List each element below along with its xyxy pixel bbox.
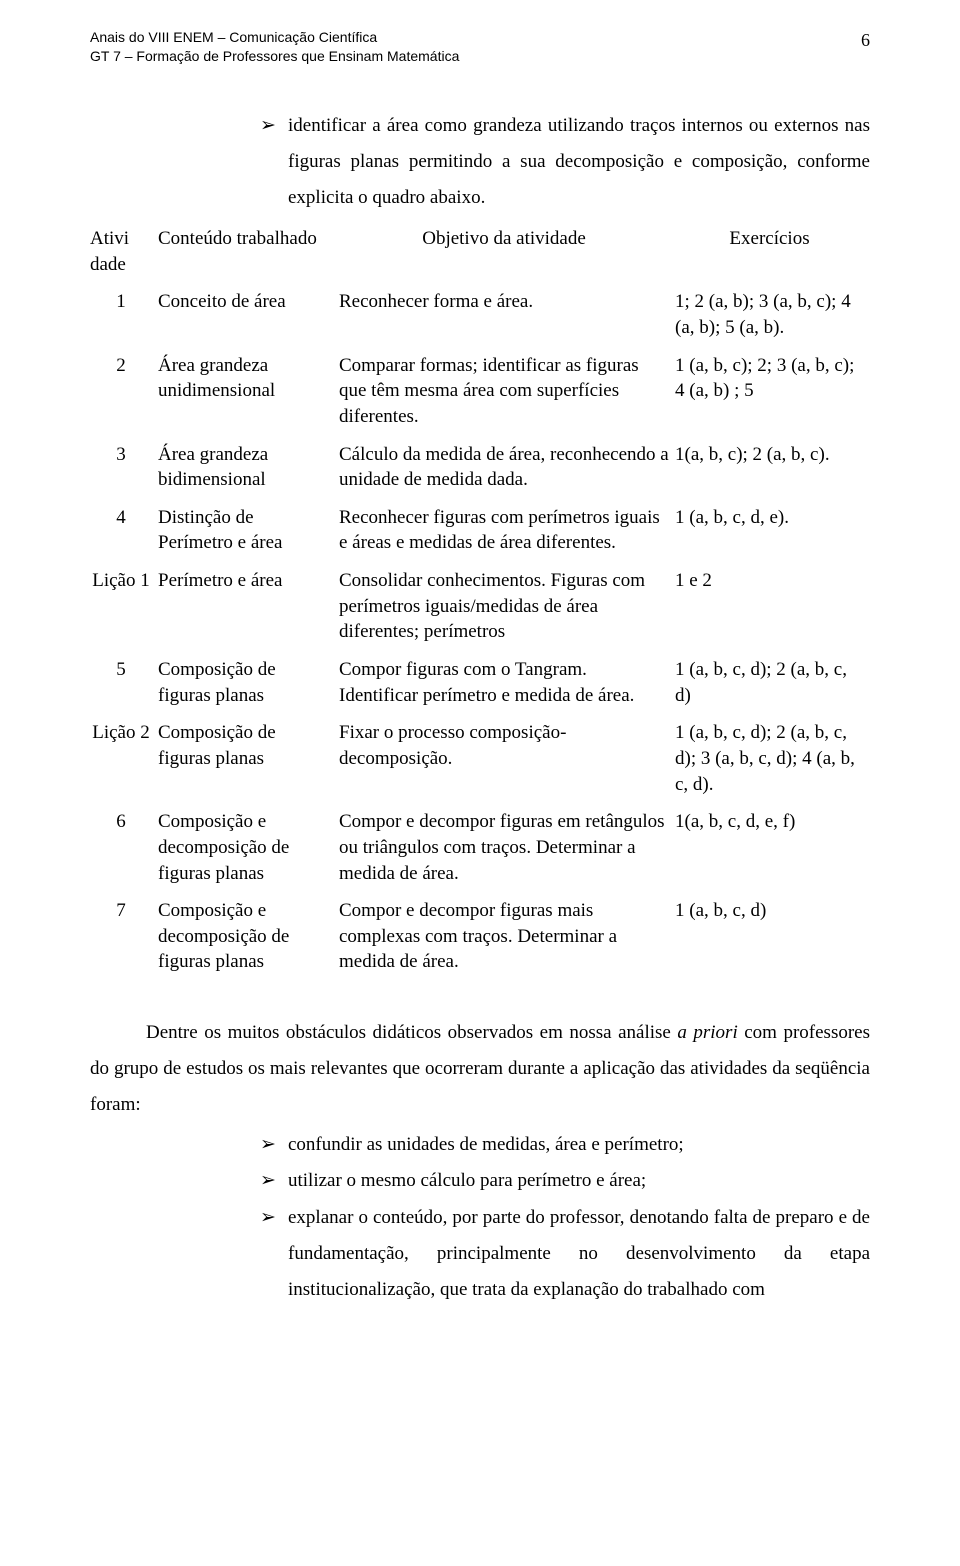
- cell-d: 1 (a, b, c); 2; 3 (a, b, c); 4 (a, b) ; …: [675, 351, 870, 440]
- cell-c: Reconhecer figuras com perímetros iguais…: [339, 503, 675, 566]
- cell-d: 1 (a, b, c, d): [675, 896, 870, 985]
- table-row: 5 Composição de figuras planas Compor fi…: [90, 655, 870, 718]
- cell-d: 1(a, b, c, d, e, f): [675, 807, 870, 896]
- lower-bullet-1-text: confundir as unidades de medidas, área e…: [288, 1127, 870, 1163]
- intro-bullet-block: ➢ identificar a área como grandeza utili…: [90, 108, 870, 216]
- cell-b: Composição e decomposição de figuras pla…: [158, 896, 339, 985]
- cell-b: Área grandeza bidimensional: [158, 440, 339, 503]
- lower-bullet-2: ➢ utilizar o mesmo cálculo para perímetr…: [260, 1163, 870, 1199]
- cell-c: Reconhecer forma e área.: [339, 287, 675, 350]
- page-number: 6: [830, 28, 870, 52]
- cell-a: Lição 2: [90, 718, 158, 807]
- cell-c: Fixar o processo composição-decomposição…: [339, 718, 675, 807]
- cell-a: 7: [90, 896, 158, 985]
- cell-a: 4: [90, 503, 158, 566]
- cell-b: Área grandeza unidimensional: [158, 351, 339, 440]
- header-line-1: Anais do VIII ENEM – Comunicação Científ…: [90, 28, 830, 47]
- cell-c: Consolidar conhecimentos. Figuras com pe…: [339, 566, 675, 655]
- th-conteudo: Conteúdo trabalhado: [158, 224, 339, 287]
- table-header-row: Ativi dade Conteúdo trabalhado Objetivo …: [90, 224, 870, 287]
- after-p1b-italic: a priori: [677, 1022, 737, 1043]
- th-objetivo: Objetivo da atividade: [339, 224, 675, 287]
- cell-a: Lição 1: [90, 566, 158, 655]
- cell-a: 2: [90, 351, 158, 440]
- arrow-icon: ➢: [260, 108, 288, 216]
- lower-bullet-1: ➢ confundir as unidades de medidas, área…: [260, 1127, 870, 1163]
- table-row: Lição 1 Perímetro e área Consolidar conh…: [90, 566, 870, 655]
- table-row: 3 Área grandeza bidimensional Cálculo da…: [90, 440, 870, 503]
- after-p1a: Dentre os muitos obstáculos didáticos ob…: [146, 1022, 677, 1043]
- cell-a: 3: [90, 440, 158, 503]
- after-paragraph-block: Dentre os muitos obstáculos didáticos ob…: [90, 1015, 870, 1123]
- cell-a: 1: [90, 287, 158, 350]
- cell-b: Composição de figuras planas: [158, 655, 339, 718]
- cell-d: 1(a, b, c); 2 (a, b, c).: [675, 440, 870, 503]
- cell-c: Cálculo da medida de área, reconhecendo …: [339, 440, 675, 503]
- cell-d: 1; 2 (a, b); 3 (a, b, c); 4 (a, b); 5 (a…: [675, 287, 870, 350]
- th-atividade: Ativi dade: [90, 224, 158, 287]
- page: Anais do VIII ENEM – Comunicação Científ…: [0, 0, 960, 1566]
- table-row: 4 Distinção de Perímetro e área Reconhec…: [90, 503, 870, 566]
- cell-d: 1 (a, b, c, d); 2 (a, b, c, d); 3 (a, b,…: [675, 718, 870, 807]
- cell-d: 1 (a, b, c, d, e).: [675, 503, 870, 566]
- header-line-2: GT 7 – Formação de Professores que Ensin…: [90, 47, 830, 66]
- cell-d: 1 e 2: [675, 566, 870, 655]
- table-row: 6 Composição e decomposição de figuras p…: [90, 807, 870, 896]
- cell-c: Compor e decompor figuras em retângulos …: [339, 807, 675, 896]
- arrow-icon: ➢: [260, 1200, 288, 1308]
- lower-bullets: ➢ confundir as unidades de medidas, área…: [90, 1127, 870, 1307]
- table-row: 7 Composição e decomposição de figuras p…: [90, 896, 870, 985]
- running-header-left: Anais do VIII ENEM – Comunicação Científ…: [90, 28, 830, 66]
- table-row: 2 Área grandeza unidimensional Comparar …: [90, 351, 870, 440]
- cell-c: Compor e decompor figuras mais complexas…: [339, 896, 675, 985]
- lower-bullet-2-text: utilizar o mesmo cálculo para perímetro …: [288, 1163, 870, 1199]
- table-row: 1 Conceito de área Reconhecer forma e ár…: [90, 287, 870, 350]
- cell-c: Compor figuras com o Tangram. Identifica…: [339, 655, 675, 718]
- activities-table: Ativi dade Conteúdo trabalhado Objetivo …: [90, 224, 870, 985]
- cell-b: Composição de figuras planas: [158, 718, 339, 807]
- intro-bullet-text: identificar a área como grandeza utiliza…: [288, 108, 870, 216]
- cell-d: 1 (a, b, c, d); 2 (a, b, c, d): [675, 655, 870, 718]
- cell-a: 6: [90, 807, 158, 896]
- cell-a: 5: [90, 655, 158, 718]
- th-exercicios: Exercícios: [675, 224, 870, 287]
- cell-b: Composição e decomposição de figuras pla…: [158, 807, 339, 896]
- lower-bullet-3: ➢ explanar o conteúdo, por parte do prof…: [260, 1200, 870, 1308]
- after-paragraph: Dentre os muitos obstáculos didáticos ob…: [90, 1015, 870, 1123]
- intro-bullet: ➢ identificar a área como grandeza utili…: [260, 108, 870, 216]
- table-row: Lição 2 Composição de figuras planas Fix…: [90, 718, 870, 807]
- cell-b: Distinção de Perímetro e área: [158, 503, 339, 566]
- cell-c: Comparar formas; identificar as figuras …: [339, 351, 675, 440]
- arrow-icon: ➢: [260, 1127, 288, 1163]
- cell-b: Perímetro e área: [158, 566, 339, 655]
- cell-b: Conceito de área: [158, 287, 339, 350]
- lower-bullet-3-text: explanar o conteúdo, por parte do profes…: [288, 1200, 870, 1308]
- arrow-icon: ➢: [260, 1163, 288, 1199]
- running-header: Anais do VIII ENEM – Comunicação Científ…: [90, 28, 870, 66]
